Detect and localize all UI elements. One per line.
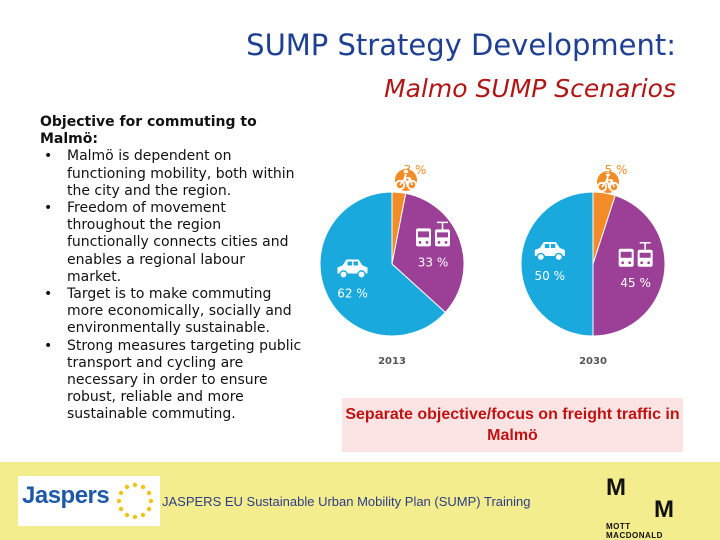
page-subtitle: Malmo SUMP Scenarios	[384, 74, 676, 103]
mott-logo-line: MACDONALD	[606, 531, 663, 540]
objective-heading: Objective for commuting to Malmö:	[40, 114, 257, 148]
page-title: SUMP Strategy Development:	[246, 28, 676, 62]
pie-slice-label: 50 %	[535, 269, 566, 283]
mott-logo-text: MOTT MACDONALD	[606, 522, 663, 540]
pie-slice-label: 33 %	[418, 255, 449, 269]
pie-slice-label: 3 %	[404, 163, 427, 177]
pie-slice-label: 62 %	[337, 286, 368, 300]
pie-chart-2013: 3 % 33 % 62 % 2013	[319, 163, 465, 367]
mott-logo-line: MOTT	[606, 522, 631, 531]
pie-slice-car	[520, 191, 594, 337]
objective-bullet: Target is to make commuting more economi…	[40, 286, 302, 338]
mott-logo-m: M	[606, 474, 626, 501]
jaspers-logo: Jaspers	[18, 476, 160, 526]
pie-year-label: 2013	[378, 356, 406, 367]
pie-slice-label: 45 %	[620, 276, 651, 290]
mott-macdonald-logo: M M MOTT MACDONALD	[596, 468, 708, 540]
freight-note: Separate objective/focus on freight traf…	[342, 398, 683, 452]
pie-slice-label: 5 %	[605, 163, 628, 177]
jaspers-logo-word: Jaspers	[22, 482, 110, 509]
objective-bullet: Malmö is dependent on functioning mobili…	[40, 148, 302, 200]
footer-bar: Jaspers JASPERS EU Sustainable Urban Mob…	[0, 462, 720, 540]
objective-bullet: Strong measures targeting public transpo…	[40, 338, 302, 424]
eu-stars-icon	[116, 482, 154, 520]
pie-chart-2030: 5 % 45 % 50 % 2030	[520, 163, 666, 367]
footer-text: JASPERS EU Sustainable Urban Mobility Pl…	[162, 494, 531, 509]
objective-list: Malmö is dependent on functioning mobili…	[40, 148, 302, 423]
pie-year-label: 2030	[579, 356, 607, 367]
modal-split-pie-charts: 3 % 33 % 62 % 2013 5 % 45 % 50 % 2030	[319, 163, 666, 367]
objective-bullet: Freedom of movement throughout the regio…	[40, 200, 302, 286]
pie-slice-car	[319, 191, 447, 337]
freight-note-text: Separate objective/focus on freight traf…	[345, 406, 680, 444]
objective-text-block: Objective for commuting to Malmö: Malmö …	[40, 114, 302, 424]
mott-logo-m: M	[654, 496, 674, 523]
